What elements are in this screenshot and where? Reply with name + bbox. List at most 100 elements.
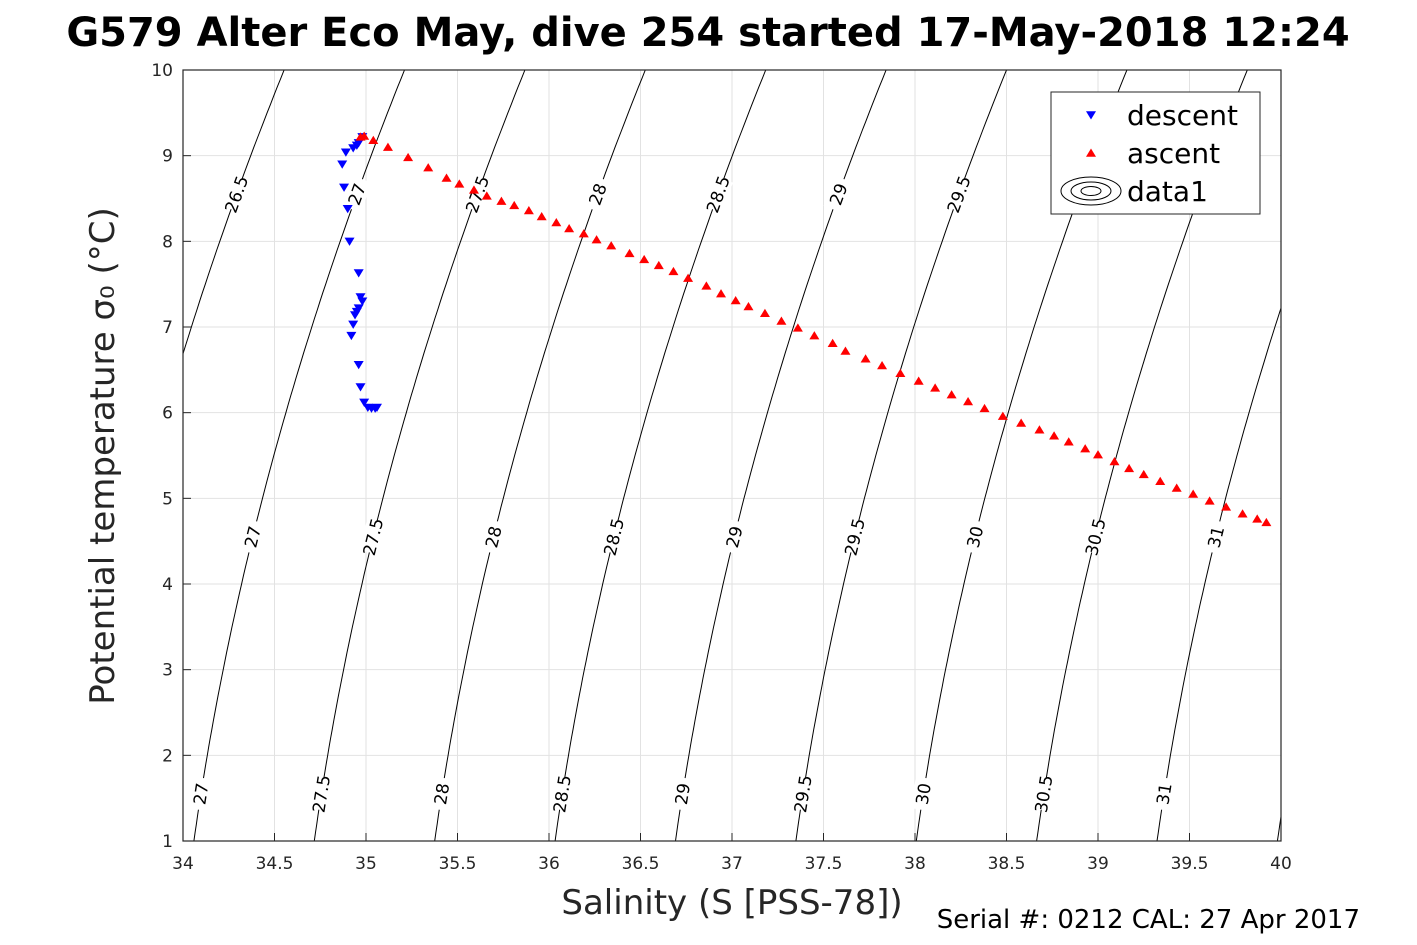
ascent-point (578, 229, 589, 238)
ascent-point (1221, 502, 1232, 511)
x-tick-label: 34.5 (256, 854, 294, 874)
contour-label: 28.5 (550, 774, 576, 815)
ascent-point (481, 191, 492, 200)
x-tick-label: 37.5 (805, 854, 843, 874)
legend-contour-icon (1060, 176, 1122, 206)
ascent-point (743, 301, 754, 311)
descent-point (353, 269, 364, 278)
contour-label: 28.5 (703, 173, 735, 215)
y-tick-label: 7 (162, 318, 173, 338)
descent-point (355, 293, 366, 302)
contour-label: 27.5 (309, 774, 335, 815)
ascent-point (1155, 476, 1166, 485)
ascent-point (639, 254, 650, 264)
ascent-point (860, 354, 871, 363)
serial-cal-footer: Serial #: 0212 CAL: 27 Apr 2017 (937, 905, 1360, 935)
ascent-point (368, 135, 379, 144)
y-tick-label: 3 (162, 661, 173, 681)
ascent-point (536, 211, 547, 221)
ascent-point (1188, 489, 1199, 498)
x-tick-label: 36 (538, 854, 560, 874)
ascent-point (1138, 469, 1149, 479)
contour-line (795, 70, 1007, 841)
ascent-point (668, 266, 679, 276)
x-axis: 34 34.5 35 35.5 36 36.5 37 37.5 38 38.5 39 39.5 40 (172, 833, 1292, 874)
ascent-point (809, 331, 820, 340)
contour-label-bg (308, 776, 334, 812)
ascent-point (1252, 514, 1263, 523)
descent-point (353, 360, 364, 370)
contour-label-bg (961, 518, 989, 555)
ascent-point (1034, 425, 1045, 434)
ascent-point (895, 368, 906, 378)
contour-label: 29.5 (944, 173, 976, 215)
contour-label-bg (342, 175, 372, 213)
contour-label-bg (823, 175, 854, 213)
y-tick-label: 10 (151, 61, 173, 81)
descent-point (339, 183, 350, 192)
y-tick-label: 5 (162, 489, 173, 509)
contour-label-bg (910, 776, 936, 812)
x-tick-label: 35 (355, 854, 377, 874)
descent-point (355, 383, 366, 392)
contour-label: 27 (190, 782, 213, 807)
ascent-point (564, 223, 575, 233)
contour-label-bg (1031, 776, 1057, 812)
contour-label: 27.5 (360, 516, 389, 558)
x-tick-label: 38 (904, 854, 926, 874)
descent-point (371, 403, 382, 413)
ascent-point (997, 411, 1008, 420)
ascent-point (701, 281, 712, 290)
contour-label: 28.5 (601, 516, 630, 558)
ascent-point (930, 383, 941, 392)
descent-point (346, 331, 357, 341)
contour-label-bg (944, 175, 974, 213)
ascent-point (624, 248, 635, 258)
contour-label-bg (582, 175, 613, 213)
contour-label: 28 (431, 782, 454, 807)
contour-line (1276, 813, 1281, 841)
ascent-point (359, 131, 370, 140)
legend: descent ascent data1 (1050, 91, 1261, 215)
descent-point (359, 398, 370, 407)
x-tick-label: 38.5 (988, 854, 1026, 874)
ascent-point (509, 200, 520, 210)
contour-label-bg (462, 175, 493, 213)
y-tick-label: 8 (162, 232, 173, 252)
contour-line (434, 70, 646, 841)
legend-box (1050, 91, 1261, 215)
ascent-point (403, 152, 414, 162)
descent-point (350, 311, 361, 320)
ascent-point (496, 196, 507, 205)
contour-label-bg (239, 518, 267, 555)
x-tick-label: 36.5 (622, 854, 660, 874)
ascent-point (523, 205, 534, 215)
contour-label-bg (429, 776, 455, 812)
ascent-point (1171, 483, 1182, 492)
y-axis-label: Potential temperature σ₀ (°C) (83, 207, 123, 705)
ascent-point (913, 376, 924, 385)
x-tick-label: 37 (721, 854, 743, 874)
ascent-point (1204, 496, 1215, 505)
contour-line (193, 70, 405, 841)
ascent-point (468, 185, 479, 194)
ascent-point (382, 142, 393, 151)
descent-point (348, 144, 359, 153)
contour-label-bg (188, 776, 214, 812)
contour-label-bg (549, 776, 575, 812)
contour-label: 29 (672, 782, 695, 807)
y-tick-label: 9 (162, 147, 173, 167)
ascent-point (551, 217, 562, 227)
legend-descent-marker (1086, 111, 1096, 120)
ascent-point (606, 241, 617, 250)
y-tick-label: 2 (162, 746, 173, 766)
ascent-point (1261, 517, 1272, 527)
contour-line (554, 70, 767, 841)
contour-label: 27.5 (462, 173, 494, 215)
contour-label-bg (1081, 518, 1110, 555)
ascent-point (716, 289, 727, 298)
contour-line (675, 70, 887, 841)
legend-ascent-label: ascent (1127, 137, 1220, 170)
contour-label: 29.5 (791, 774, 817, 815)
